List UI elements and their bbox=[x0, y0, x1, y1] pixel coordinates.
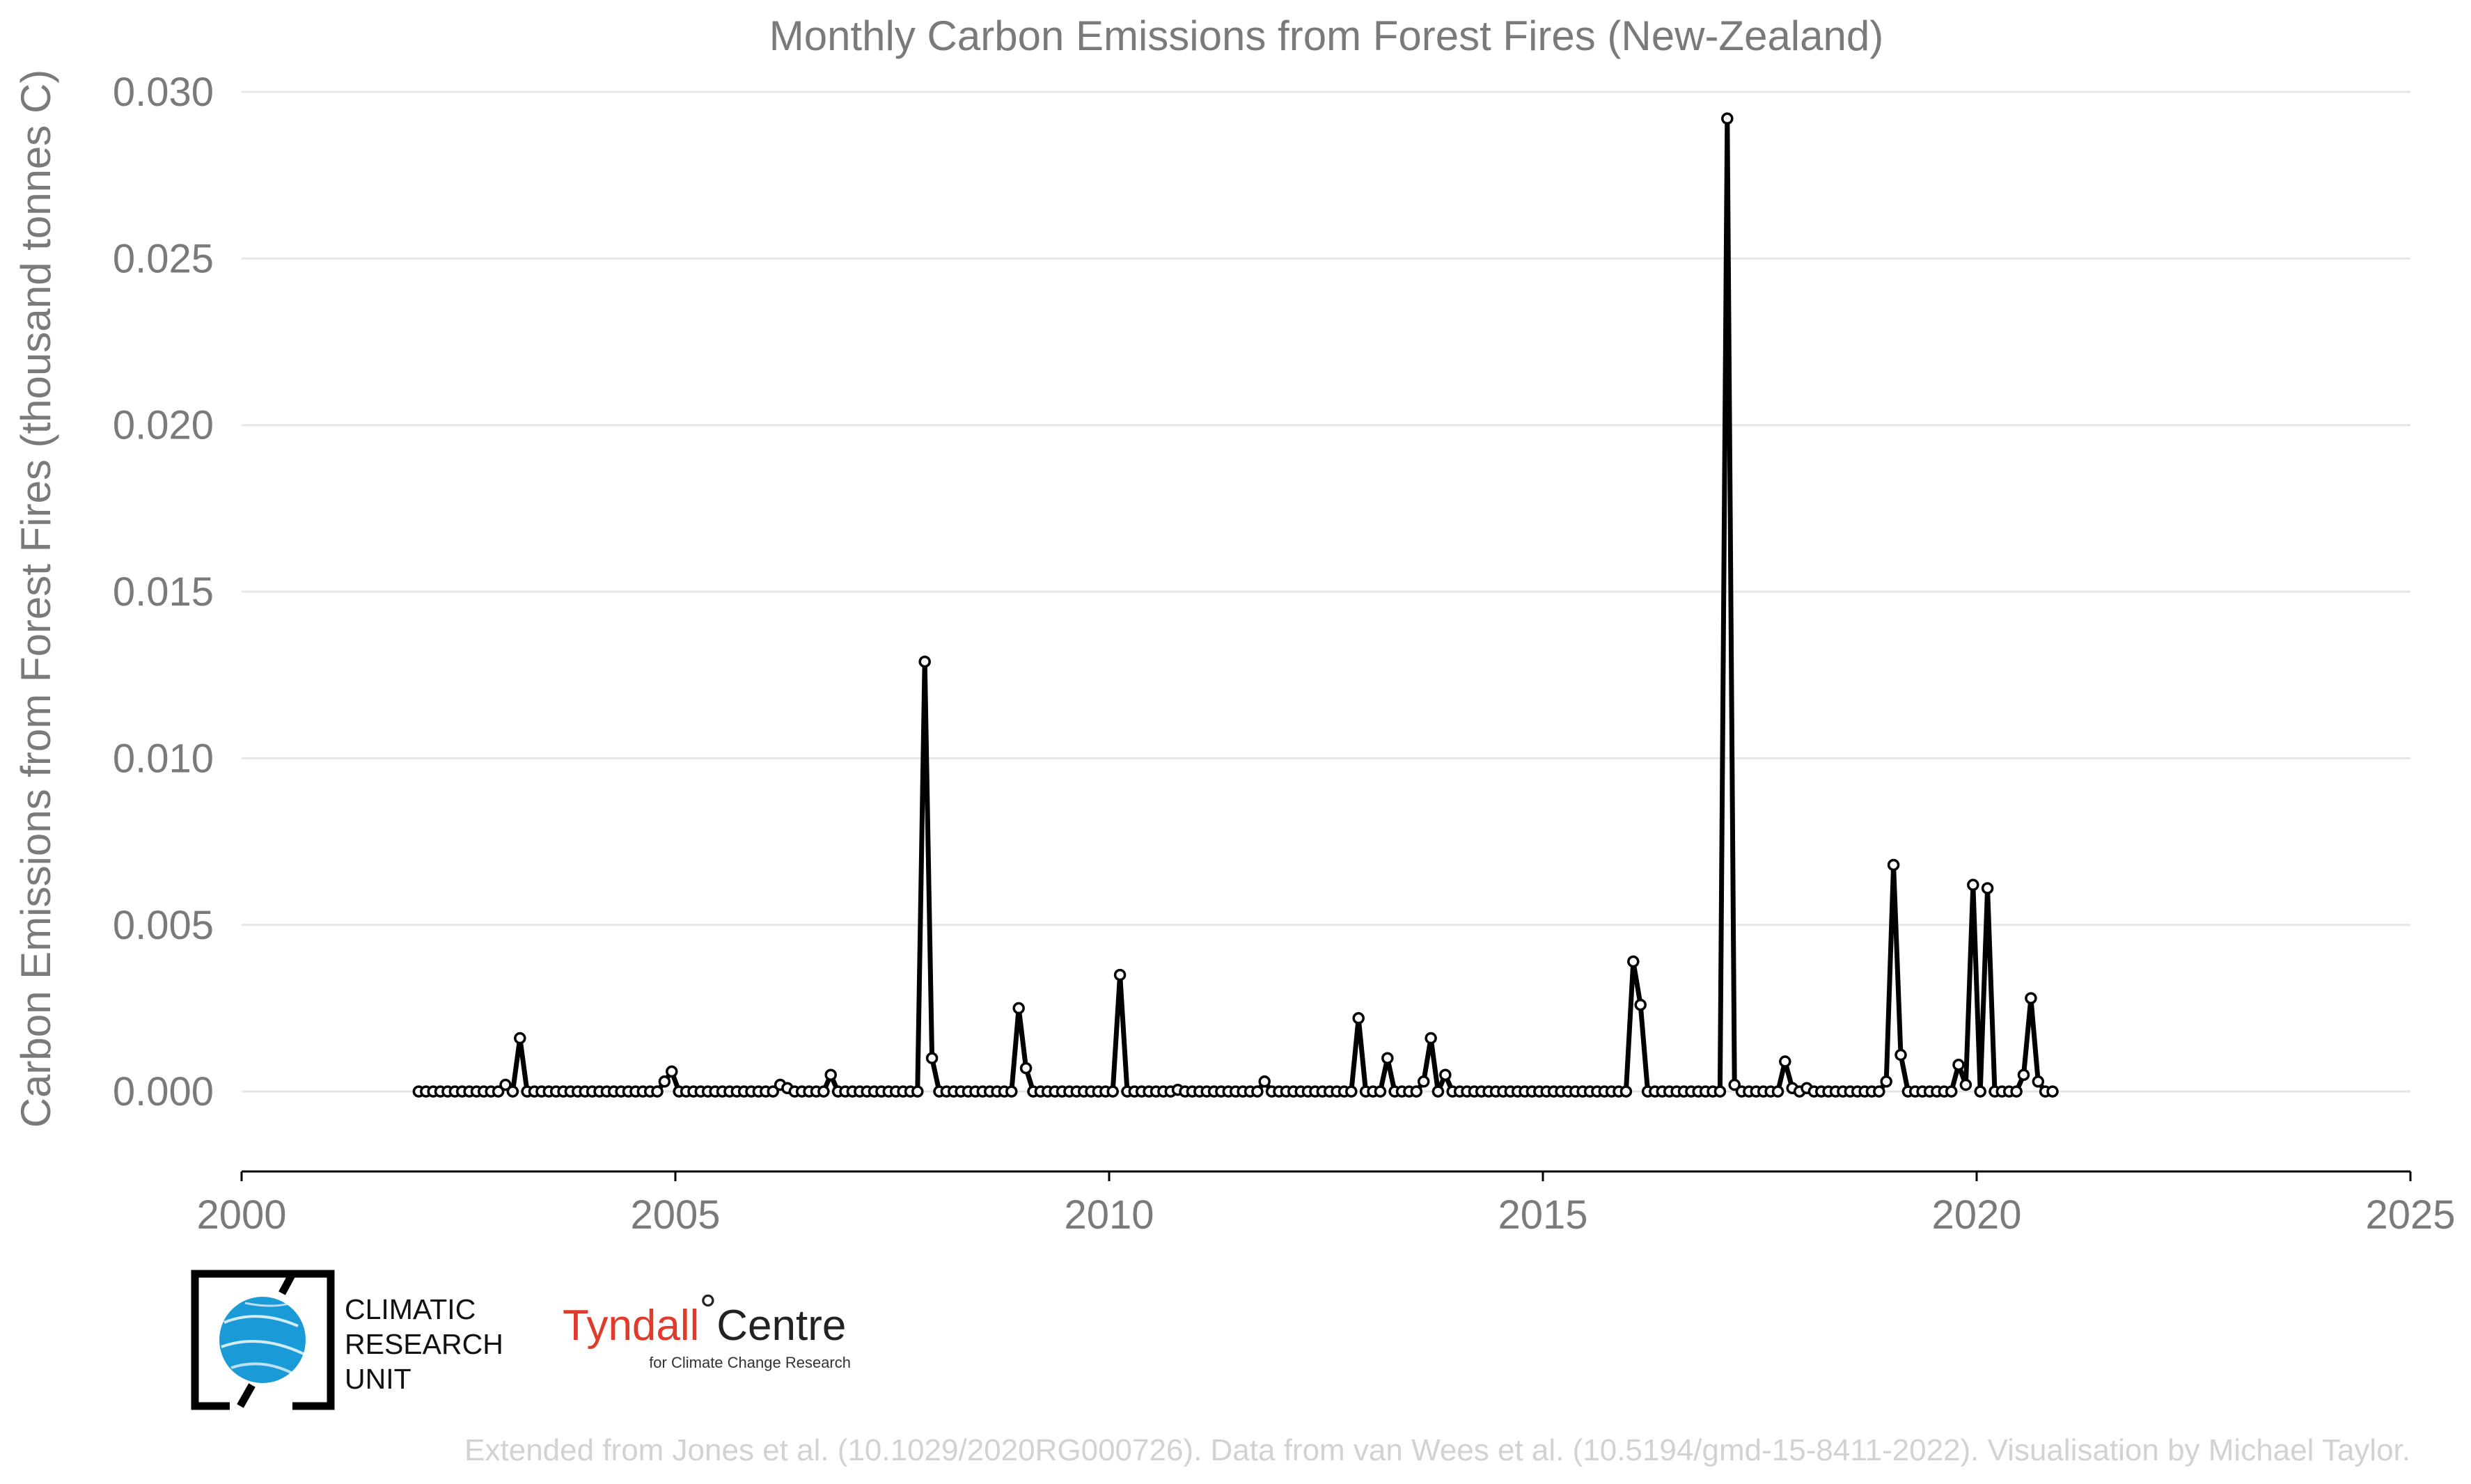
y-axis-ticks: 0.000 0.005 0.010 0.015 0.020 0.025 0.030 bbox=[113, 70, 214, 1114]
data-point bbox=[1005, 1085, 1018, 1098]
data-point bbox=[1895, 1048, 1907, 1061]
data-point bbox=[1012, 1002, 1025, 1015]
data-point bbox=[1113, 968, 1127, 981]
data-point bbox=[1619, 1085, 1633, 1098]
data-point bbox=[666, 1065, 678, 1078]
data-point bbox=[1439, 1068, 1452, 1081]
data-point bbox=[1873, 1085, 1885, 1098]
x-tick-label: 2010 bbox=[1064, 1192, 1154, 1238]
cru-line-1: CLIMATIC bbox=[345, 1293, 476, 1325]
cru-line-3: UNIT bbox=[345, 1363, 411, 1395]
tyndall-subtitle: for Climate Change Research bbox=[649, 1354, 851, 1371]
data-point bbox=[1374, 1085, 1387, 1098]
data-point bbox=[1771, 1085, 1784, 1098]
data-point bbox=[1880, 1075, 1892, 1088]
x-axis-ticks: 2000 2005 2010 2015 2020 2025 bbox=[196, 1171, 2456, 1238]
data-point bbox=[918, 655, 931, 668]
data-point bbox=[1431, 1085, 1445, 1098]
data-point bbox=[1627, 955, 1640, 968]
data-point bbox=[658, 1075, 671, 1088]
data-point bbox=[767, 1085, 779, 1098]
y-tick-label: 0.025 bbox=[113, 236, 214, 281]
data-point bbox=[1967, 878, 1979, 892]
y-tick-label: 0.000 bbox=[113, 1069, 214, 1114]
data-point bbox=[1634, 998, 1647, 1011]
tyndall-black-text: Centre bbox=[716, 1302, 846, 1350]
tyndall-wordmark: Tyndall°Centre bbox=[563, 1286, 846, 1350]
data-point bbox=[1728, 1078, 1741, 1091]
data-point bbox=[824, 1068, 837, 1081]
y-tick-label: 0.015 bbox=[113, 569, 214, 615]
data-point bbox=[1974, 1085, 1986, 1098]
series-points bbox=[412, 112, 2059, 1098]
data-point bbox=[499, 1078, 512, 1091]
data-point bbox=[1352, 1012, 1365, 1025]
data-point bbox=[1959, 1078, 1972, 1091]
cru-logo: CLIMATIC RESEARCH UNIT bbox=[191, 1270, 503, 1410]
data-point bbox=[506, 1085, 519, 1098]
data-point bbox=[1251, 1085, 1264, 1098]
data-point bbox=[2010, 1085, 2023, 1098]
y-tick-label: 0.005 bbox=[113, 903, 214, 948]
y-tick-label: 0.020 bbox=[113, 403, 214, 448]
data-point bbox=[1721, 112, 1734, 125]
x-tick-label: 2005 bbox=[630, 1192, 720, 1238]
data-point bbox=[1381, 1052, 1394, 1064]
data-point bbox=[1019, 1061, 1033, 1075]
data-point bbox=[1345, 1085, 1358, 1098]
data-point bbox=[651, 1085, 664, 1098]
data-point bbox=[1981, 882, 1994, 894]
data-point bbox=[2017, 1068, 2030, 1081]
data-point bbox=[2046, 1085, 2059, 1098]
data-point bbox=[1887, 858, 1900, 871]
data-point bbox=[2025, 992, 2037, 1004]
tyndall-degree: ° bbox=[699, 1286, 716, 1334]
data-point bbox=[492, 1085, 505, 1098]
grid-lines bbox=[242, 90, 2410, 1093]
data-point bbox=[2032, 1075, 2045, 1088]
series-line bbox=[418, 116, 2053, 1094]
x-tick-label: 2000 bbox=[196, 1192, 286, 1238]
data-point bbox=[514, 1032, 526, 1045]
cru-bracket-icon bbox=[191, 1270, 335, 1410]
chart-title: Monthly Carbon Emissions from Forest Fir… bbox=[769, 13, 1883, 59]
data-point bbox=[1410, 1085, 1423, 1098]
data-point bbox=[1945, 1085, 1958, 1098]
x-tick-label: 2025 bbox=[2365, 1192, 2455, 1238]
data-point bbox=[925, 1052, 939, 1064]
y-axis-label: Carbon Emissions from Forest Fires (thou… bbox=[13, 70, 59, 1128]
cru-line-2: RESEARCH bbox=[345, 1328, 503, 1360]
data-point bbox=[1425, 1032, 1437, 1045]
data-point bbox=[1952, 1059, 1965, 1071]
data-point bbox=[1713, 1085, 1727, 1098]
data-point bbox=[1417, 1075, 1430, 1088]
data-point bbox=[817, 1085, 830, 1098]
y-tick-label: 0.030 bbox=[113, 70, 214, 115]
tyndall-logo: Tyndall°Centre for Climate Change Resear… bbox=[563, 1286, 851, 1371]
credit-text: Extended from Jones et al. (10.1029/2020… bbox=[464, 1433, 2410, 1467]
tyndall-red-text: Tyndall bbox=[563, 1302, 699, 1350]
data-point bbox=[1779, 1055, 1791, 1068]
data-point bbox=[1258, 1075, 1271, 1088]
data-point bbox=[911, 1085, 924, 1098]
x-tick-label: 2020 bbox=[1931, 1192, 2021, 1238]
data-point bbox=[1106, 1085, 1119, 1098]
y-tick-label: 0.010 bbox=[113, 736, 214, 781]
x-tick-label: 2015 bbox=[1498, 1192, 1587, 1238]
globe-icon bbox=[219, 1297, 306, 1383]
